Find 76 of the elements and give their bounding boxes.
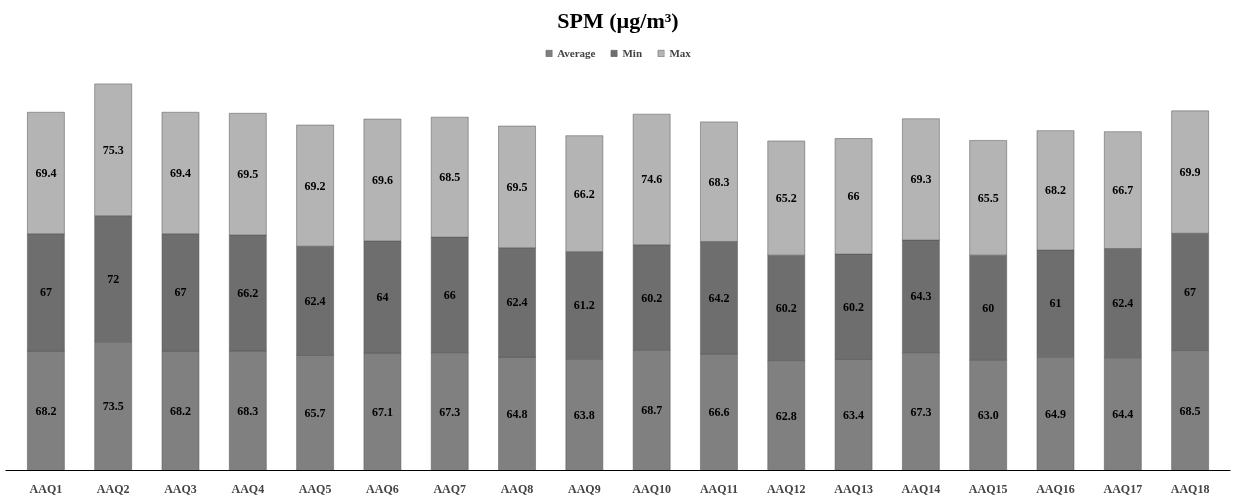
data-label: 66.6 (708, 405, 730, 420)
x-tick-label: AAQ14 (901, 481, 941, 496)
x-tick-label: AAQ11 (699, 481, 738, 496)
data-label: 68.2 (170, 403, 191, 418)
data-label: 66 (847, 189, 860, 204)
legend-label: Max (669, 47, 691, 59)
data-label: 68.2 (35, 403, 57, 418)
data-label: 69.3 (910, 172, 932, 187)
data-label: 60.2 (775, 300, 797, 315)
x-tick-label: AAQ16 (1036, 481, 1075, 496)
data-label: 67.3 (910, 404, 932, 419)
x-tick-label: AAQ18 (1170, 481, 1210, 496)
data-label: 64.9 (1045, 406, 1066, 421)
data-label: 68.2 (1045, 183, 1066, 198)
data-label: 60.2 (641, 290, 663, 305)
data-label: 72 (107, 271, 120, 286)
data-label: 67.1 (371, 404, 393, 419)
data-label: 68.7 (641, 403, 663, 418)
data-label: 74.6 (641, 172, 663, 187)
data-label: 62.8 (775, 408, 797, 423)
data-label: 69.4 (170, 166, 191, 181)
x-tick-label: AAQ12 (766, 481, 806, 496)
chart-title: SPM (µg/m³) (557, 7, 679, 33)
data-label: 66.2 (237, 285, 259, 300)
legend-label: Min (622, 47, 643, 59)
data-label: 60.2 (843, 299, 865, 314)
data-label: 67 (1184, 284, 1197, 299)
data-label: 66.2 (573, 186, 595, 201)
data-label: 64.4 (1112, 407, 1134, 422)
data-label: 63.0 (977, 408, 999, 423)
data-label: 69.5 (237, 167, 259, 182)
data-label: 68.3 (708, 174, 730, 189)
x-tick-label: AAQ8 (500, 481, 534, 496)
data-label: 67 (39, 285, 52, 300)
data-label: 69.4 (35, 166, 57, 181)
data-label: 67.3 (439, 404, 461, 419)
x-tick-label: AAQ17 (1103, 481, 1143, 496)
data-label: 67 (174, 285, 187, 300)
data-label: 66 (443, 287, 456, 302)
data-label: 63.8 (573, 407, 595, 422)
data-label: 69.2 (304, 178, 326, 193)
data-label: 61 (1049, 296, 1062, 311)
data-label: 62.4 (304, 293, 326, 308)
x-tick-label: AAQ10 (632, 481, 671, 496)
x-tick-label: AAQ3 (164, 481, 197, 496)
data-label: 63.4 (843, 408, 865, 422)
data-label: 68.3 (237, 403, 259, 418)
x-tick-label: AAQ1 (29, 481, 63, 496)
data-label: 64 (376, 289, 389, 304)
data-label: 62.4 (1112, 296, 1134, 311)
x-tick-label: AAQ4 (231, 481, 265, 496)
x-tick-label: AAQ7 (433, 481, 467, 496)
x-tick-label: AAQ9 (568, 481, 601, 496)
legend-label: Average (557, 47, 596, 59)
data-label: 68.5 (1179, 403, 1201, 418)
data-label: 69.6 (371, 173, 393, 188)
data-label: 66.7 (1112, 183, 1134, 198)
x-tick-label: AAQ2 (96, 481, 130, 496)
data-label: 65.2 (775, 191, 797, 206)
data-label: 73.5 (102, 399, 124, 414)
data-label: 65.5 (977, 190, 999, 205)
data-label: 64.2 (708, 290, 730, 305)
data-label: 61.2 (573, 298, 595, 313)
x-tick-label: AAQ6 (366, 481, 399, 496)
x-tick-label: AAQ15 (968, 481, 1008, 496)
data-label: 60 (982, 300, 995, 315)
data-label: 64.3 (910, 289, 932, 304)
data-label: 62.4 (506, 295, 528, 310)
data-label: 69.5 (506, 179, 528, 194)
data-label: 68.5 (439, 170, 461, 185)
data-label: 64.8 (506, 406, 528, 421)
data-label: 65.7 (304, 405, 326, 420)
x-tick-label: AAQ13 (834, 481, 873, 496)
data-label: 69.9 (1179, 165, 1201, 180)
data-label: 75.3 (102, 142, 124, 157)
x-tick-label: AAQ5 (298, 481, 332, 496)
